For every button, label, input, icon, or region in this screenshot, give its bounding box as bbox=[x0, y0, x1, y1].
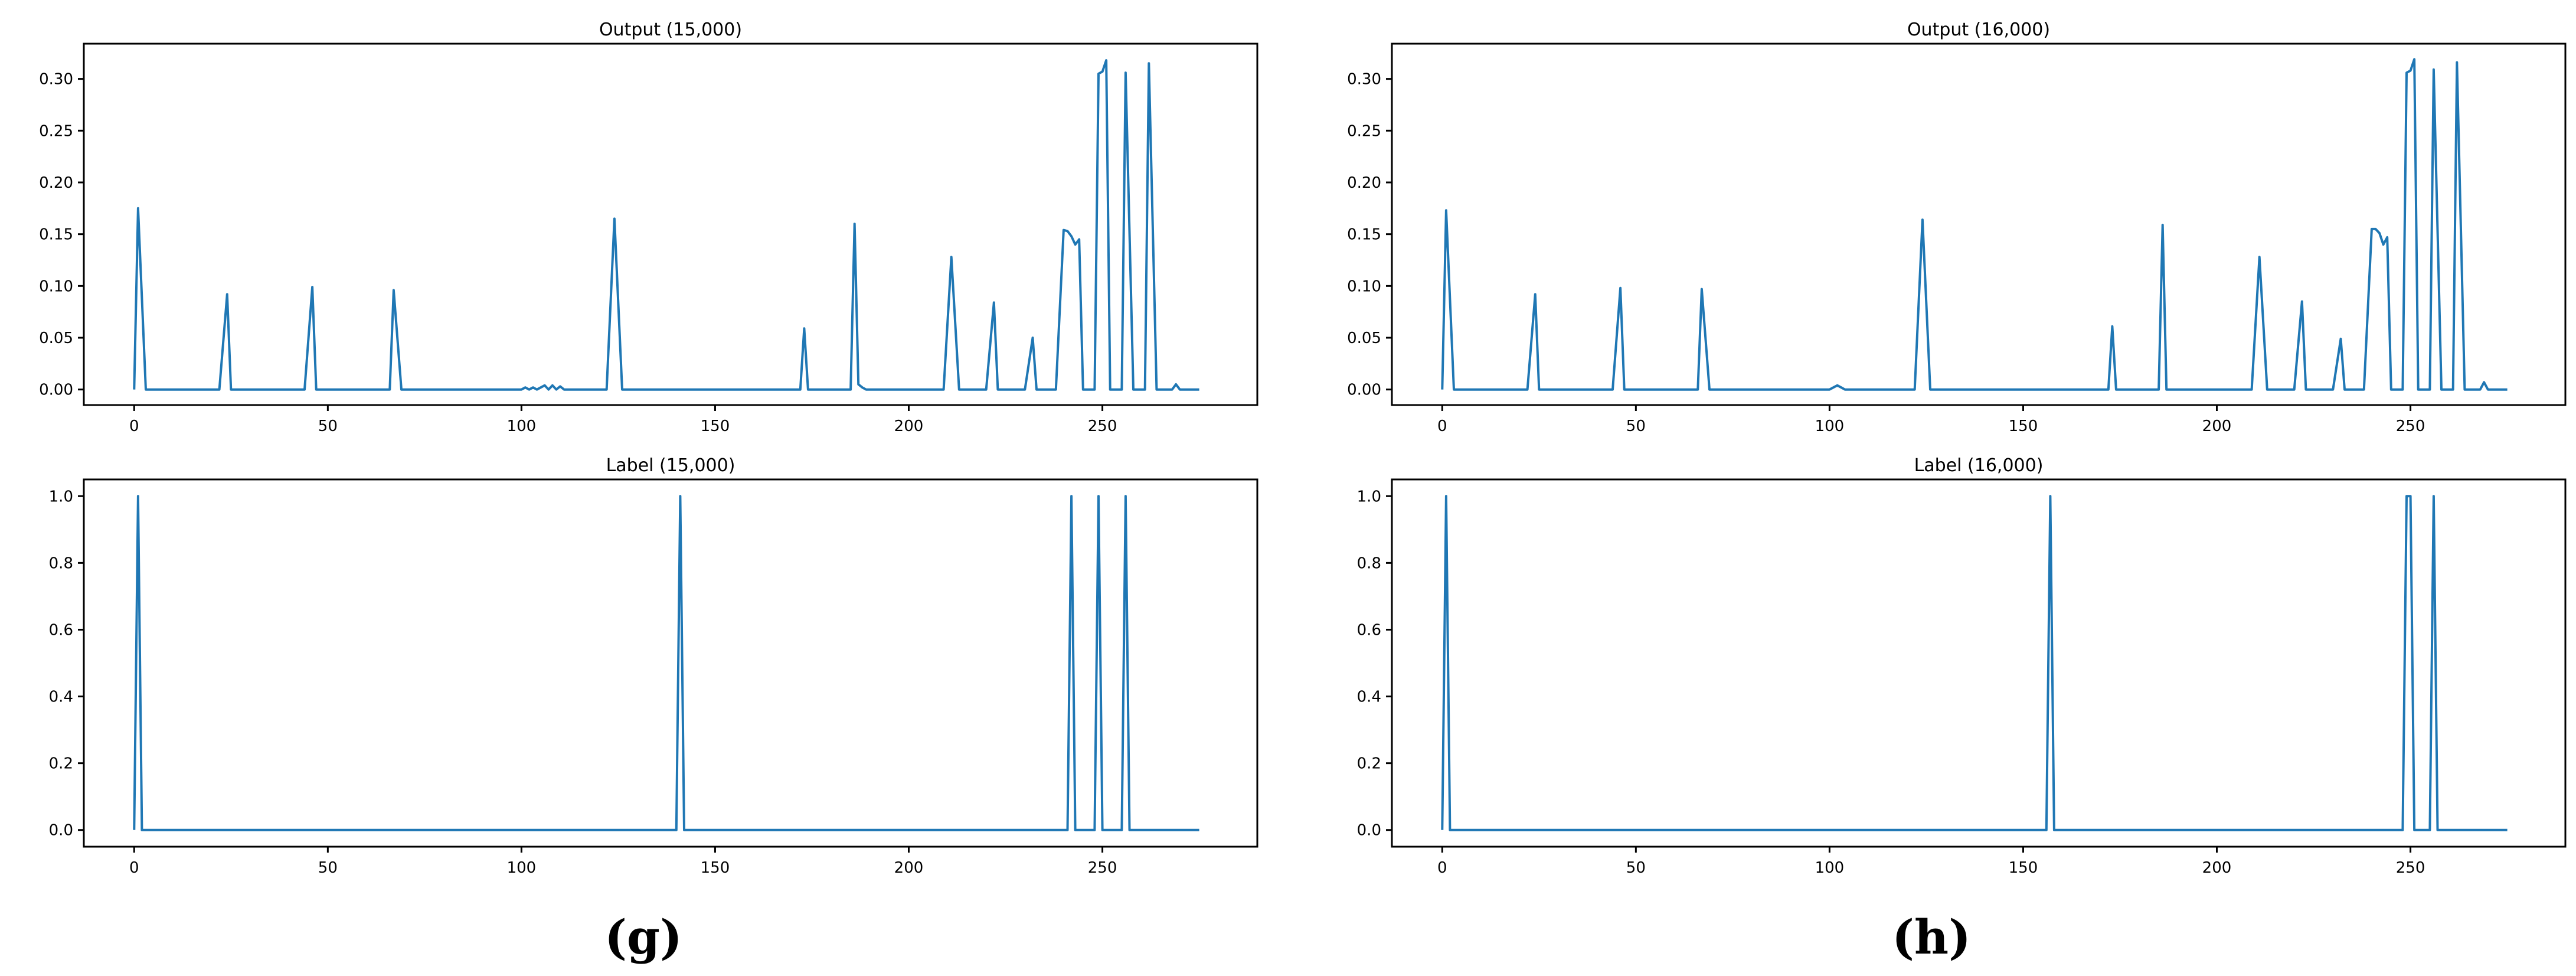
y-tick-label: 0.6 bbox=[49, 621, 73, 639]
axes-frame bbox=[1391, 43, 2567, 406]
y-tick-label: 0.6 bbox=[1357, 621, 1381, 639]
y-tick-label: 1.0 bbox=[49, 488, 73, 505]
series-line bbox=[1441, 495, 2508, 831]
chart-panel-label-15000: Label (15,000) 0 50 100 150 200 250 0.0 0.2 0.4 0.… bbox=[49, 455, 1258, 877]
x-tick-label: 150 bbox=[2009, 417, 2038, 435]
series-line bbox=[1441, 58, 2508, 391]
x-tick-label: 250 bbox=[1088, 417, 1117, 435]
axes-frame bbox=[1391, 478, 2567, 848]
y-tick-label: 0.20 bbox=[39, 174, 73, 192]
x-tick-label: 50 bbox=[1626, 417, 1646, 435]
x-tick-label: 0 bbox=[1437, 417, 1447, 435]
x-tick-label: 250 bbox=[1088, 859, 1117, 877]
axes-frame bbox=[83, 478, 1258, 848]
chart-panel-output-15000: Output (15,000) 0 50 100 150 200 250 0.00 0.05 0.… bbox=[39, 19, 1258, 435]
y-tick-label: 0.4 bbox=[49, 688, 73, 706]
x-tick-label: 200 bbox=[2202, 859, 2232, 877]
series-line bbox=[133, 59, 1199, 391]
x-tick-label: 50 bbox=[318, 417, 338, 435]
x-tick-label: 200 bbox=[2202, 417, 2232, 435]
y-tick-label: 0.20 bbox=[1347, 174, 1381, 192]
y-tick-label: 1.0 bbox=[1357, 488, 1381, 505]
x-tick-label: 100 bbox=[507, 859, 537, 877]
y-tick-label: 0.05 bbox=[1347, 329, 1381, 347]
x-tick-label: 200 bbox=[894, 417, 924, 435]
y-tick-label: 0.25 bbox=[1347, 122, 1381, 140]
y-tick-label: 0.15 bbox=[39, 226, 73, 244]
x-tick-label: 0 bbox=[129, 417, 139, 435]
y-tick-label: 0.8 bbox=[49, 554, 73, 572]
y-tick-label: 0.2 bbox=[49, 755, 73, 773]
chart-title: Label (16,000) bbox=[1914, 455, 2044, 476]
y-tick-label: 0.2 bbox=[1357, 755, 1381, 773]
y-tick-label: 0.8 bbox=[1357, 554, 1381, 572]
chart-panel-label-16000: Label (16,000) 0 50 100 150 200 250 0.0 0.2 0.4 0.… bbox=[1357, 455, 2567, 877]
x-tick-label: 0 bbox=[129, 859, 139, 877]
y-tick-label: 0.30 bbox=[39, 71, 73, 89]
x-tick-label: 250 bbox=[2396, 417, 2425, 435]
y-tick-label: 0.0 bbox=[49, 822, 73, 840]
chart-title: Label (15,000) bbox=[606, 455, 735, 476]
y-tick-label: 0.10 bbox=[1347, 278, 1381, 295]
series-line bbox=[133, 495, 1199, 831]
x-tick-label: 0 bbox=[1437, 859, 1447, 877]
chart-panel-output-16000: Output (16,000) 0 50 100 150 200 250 0.00 0.05 0.… bbox=[1347, 19, 2567, 435]
x-tick-label: 100 bbox=[507, 417, 537, 435]
panel-caption-h: (h) bbox=[1892, 909, 1971, 965]
y-tick-label: 0.0 bbox=[1357, 822, 1381, 840]
chart-title: Output (15,000) bbox=[599, 19, 742, 40]
y-tick-label: 0.00 bbox=[39, 381, 73, 399]
x-tick-label: 50 bbox=[318, 859, 338, 877]
x-tick-label: 200 bbox=[894, 859, 924, 877]
x-tick-label: 150 bbox=[2009, 859, 2038, 877]
x-tick-label: 50 bbox=[1626, 859, 1646, 877]
chart-title: Output (16,000) bbox=[1907, 19, 2050, 40]
y-tick-label: 0.4 bbox=[1357, 688, 1381, 706]
y-tick-label: 0.05 bbox=[39, 329, 73, 347]
y-tick-label: 0.30 bbox=[1347, 71, 1381, 89]
y-tick-label: 0.10 bbox=[39, 278, 73, 295]
y-tick-label: 0.00 bbox=[1347, 381, 1381, 399]
panel-caption-g: (g) bbox=[604, 909, 682, 965]
x-tick-label: 150 bbox=[701, 859, 730, 877]
y-tick-label: 0.15 bbox=[1347, 226, 1381, 244]
x-tick-label: 100 bbox=[1815, 417, 1845, 435]
x-tick-label: 150 bbox=[701, 417, 730, 435]
axes-frame bbox=[83, 43, 1258, 406]
x-tick-label: 100 bbox=[1815, 859, 1845, 877]
x-tick-label: 250 bbox=[2396, 859, 2425, 877]
y-tick-label: 0.25 bbox=[39, 122, 73, 140]
